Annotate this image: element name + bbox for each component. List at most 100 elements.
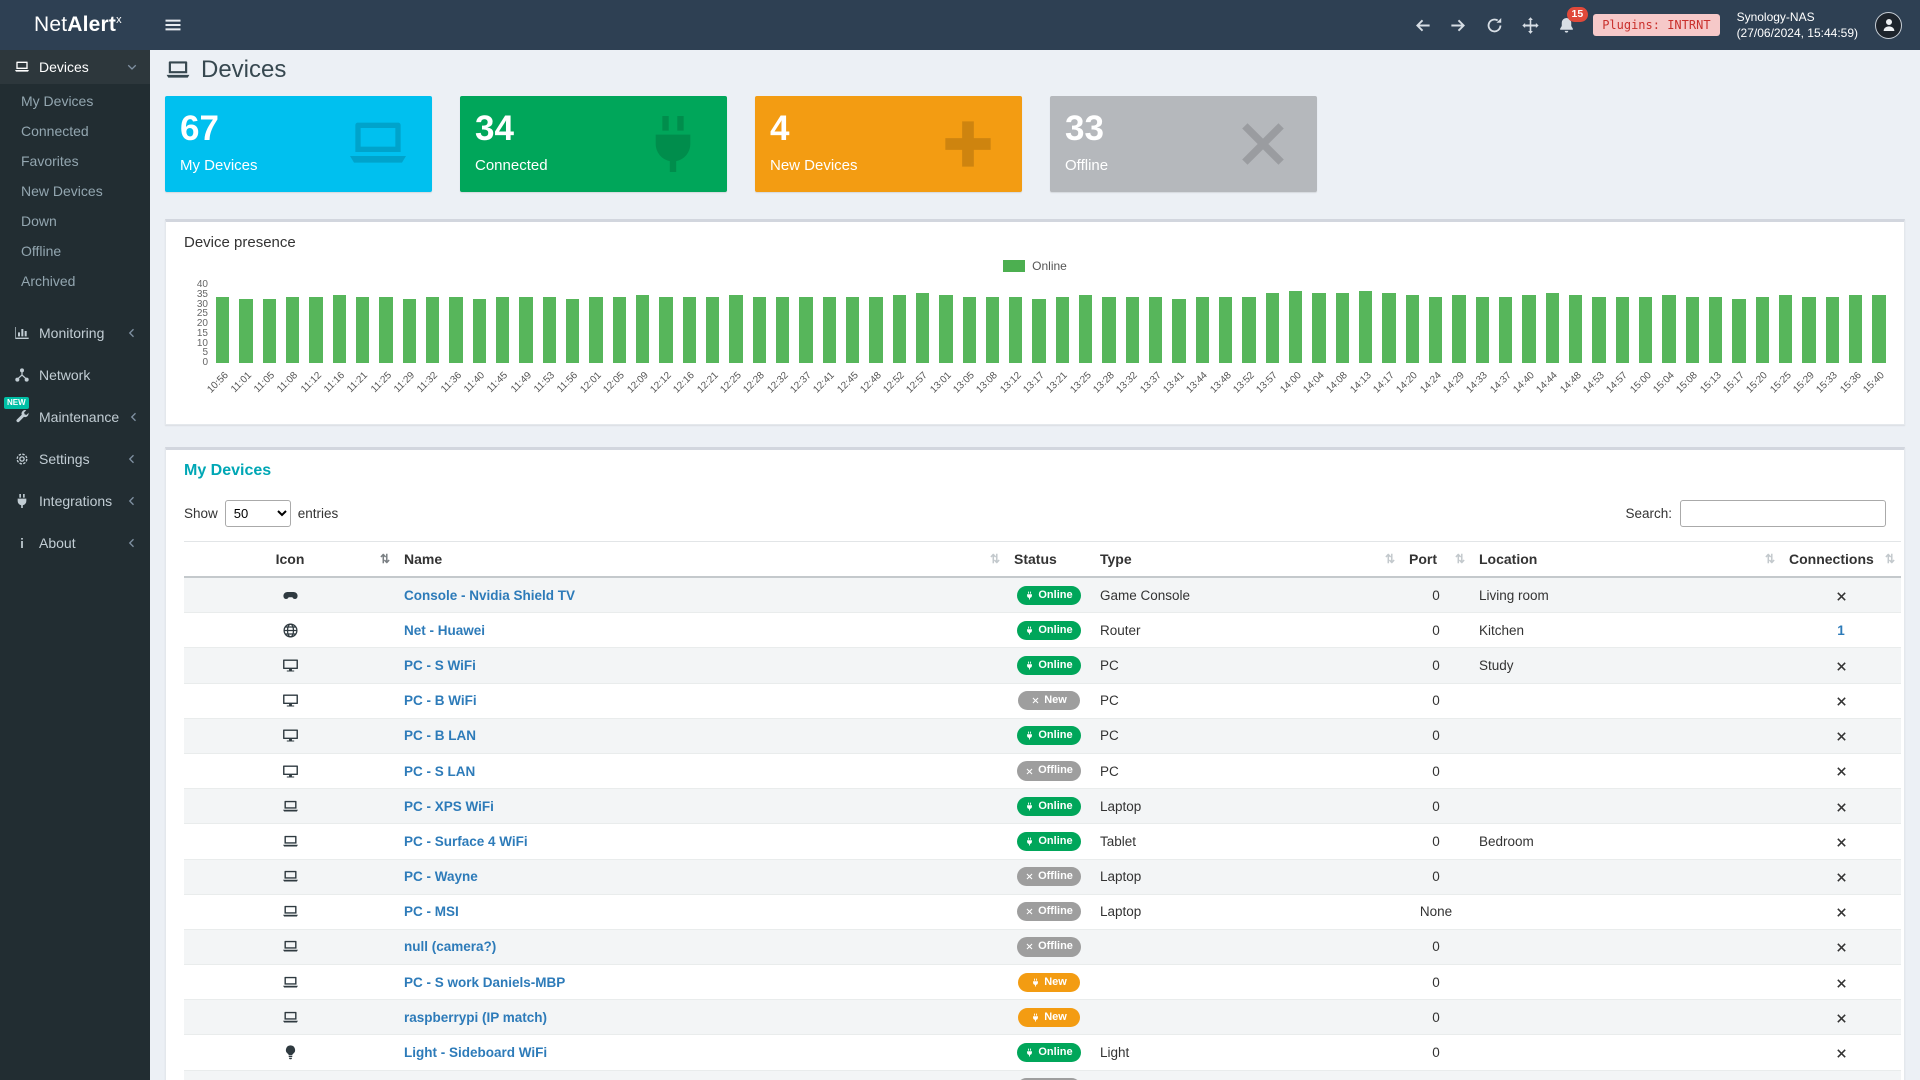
forward-arrow-icon[interactable] bbox=[1449, 16, 1468, 35]
x-icon[interactable] bbox=[1835, 836, 1848, 849]
chart-bar bbox=[449, 296, 463, 363]
column-header-name[interactable]: Name ⇅ bbox=[396, 541, 1006, 578]
column-header-type[interactable]: Type ⇅ bbox=[1092, 541, 1401, 578]
x-icon[interactable] bbox=[1835, 730, 1848, 743]
x-icon[interactable] bbox=[1835, 660, 1848, 673]
x-icon[interactable] bbox=[1835, 801, 1848, 814]
notifications-button[interactable]: 15 bbox=[1557, 6, 1589, 35]
x-icon[interactable] bbox=[1835, 977, 1848, 990]
sidebar-item-maintenance[interactable]: NEW Maintenance bbox=[0, 396, 150, 438]
back-arrow-icon[interactable] bbox=[1413, 16, 1432, 35]
plugins-status-badge[interactable]: Plugins: INTRNT bbox=[1593, 14, 1720, 36]
device-name-link[interactable]: PC - B WiFi bbox=[404, 693, 477, 709]
device-name-link[interactable]: PC - S LAN bbox=[404, 763, 476, 779]
column-header-location[interactable]: Location ⇅ bbox=[1471, 541, 1781, 578]
chart-x-tick: 14:13 bbox=[1348, 370, 1374, 396]
sidebar-item-devices[interactable]: Devices bbox=[0, 50, 150, 84]
device-icon-cell bbox=[184, 576, 396, 613]
plug-icon bbox=[1031, 978, 1040, 987]
device-name-cell: PC - S LAN bbox=[396, 752, 1006, 789]
avatar[interactable] bbox=[1875, 11, 1902, 39]
x-icon[interactable] bbox=[1835, 906, 1848, 919]
device-name-cell: PC - S work Daniels-MBP bbox=[396, 964, 1006, 1000]
x-icon[interactable] bbox=[1835, 590, 1848, 603]
device-name-link[interactable]: PC - XPS WiFi bbox=[404, 798, 494, 814]
chart-bar bbox=[495, 296, 510, 363]
sidebar-item-settings[interactable]: Settings bbox=[0, 438, 150, 480]
sort-icon[interactable]: ⇅ bbox=[1884, 552, 1895, 566]
sort-icon[interactable]: ⇅ bbox=[1384, 552, 1395, 566]
status-badge: Offline bbox=[1017, 867, 1081, 887]
gear-icon bbox=[14, 451, 30, 467]
sidebar-item-favorites[interactable]: Favorites bbox=[21, 153, 79, 169]
sidebar-item-my-devices[interactable]: My Devices bbox=[21, 93, 94, 109]
sidebar-item-integrations[interactable]: Integrations bbox=[0, 480, 150, 522]
chart-x-tick: 14:04 bbox=[1301, 370, 1327, 396]
device-connections-cell bbox=[1781, 823, 1901, 859]
refresh-icon[interactable] bbox=[1485, 16, 1504, 35]
device-name-link[interactable]: Light - Sideboard WiFi bbox=[404, 1045, 548, 1061]
device-name-link[interactable]: Net - Huawei bbox=[404, 622, 486, 638]
device-name-link[interactable]: PC - Wayne bbox=[404, 869, 478, 885]
chart-x-tick: 13:52 bbox=[1231, 370, 1257, 396]
sort-icon[interactable]: ⇅ bbox=[1454, 552, 1465, 566]
sidebar-item-archived[interactable]: Archived bbox=[21, 273, 76, 289]
column-header-status[interactable]: Status bbox=[1006, 541, 1092, 578]
sidebar-item-new-devices[interactable]: New Devices bbox=[21, 183, 103, 199]
sidebar-item-offline[interactable]: Offline bbox=[21, 243, 62, 259]
stat-my-devices[interactable]: 67 My Devices bbox=[165, 96, 432, 192]
device-name-link[interactable]: PC - B LAN bbox=[404, 728, 476, 744]
chart-x-tick: 12:41 bbox=[811, 370, 837, 396]
device-port-cell: None bbox=[1401, 893, 1471, 930]
x-icon[interactable] bbox=[1835, 1047, 1848, 1060]
search-label: Search: bbox=[1625, 506, 1672, 521]
sort-icon[interactable]: ⇅ bbox=[379, 552, 390, 566]
menu-toggle-icon[interactable] bbox=[163, 15, 183, 35]
chart-x-tick: 12:28 bbox=[741, 370, 767, 396]
x-icon[interactable] bbox=[1835, 695, 1848, 708]
connections-count-link[interactable]: 1 bbox=[1837, 622, 1845, 638]
column-header-connections[interactable]: Connections ⇅ bbox=[1781, 541, 1901, 578]
move-arrows-icon[interactable] bbox=[1521, 16, 1540, 35]
device-location-cell: Kitchen bbox=[1471, 612, 1781, 648]
device-name-link[interactable]: raspberrypi (IP match) bbox=[404, 1009, 548, 1025]
device-port-cell: 0 bbox=[1401, 858, 1471, 895]
device-name-link[interactable]: PC - S work Daniels-MBP bbox=[404, 974, 566, 990]
stat-offline[interactable]: 33 Offline bbox=[1050, 96, 1317, 192]
x-icon[interactable] bbox=[1835, 871, 1848, 884]
sidebar-item-monitoring[interactable]: Monitoring bbox=[0, 312, 150, 354]
device-name-link[interactable]: PC - MSI bbox=[404, 904, 459, 920]
device-name-link[interactable]: Console - Nvidia Shield TV bbox=[404, 587, 576, 603]
app-logo[interactable]: NetAlertx bbox=[0, 13, 150, 37]
device-name-link[interactable]: PC - Surface 4 WiFi bbox=[404, 833, 528, 849]
sidebar-item-about[interactable]: About bbox=[0, 522, 150, 564]
laptop-icon bbox=[282, 938, 299, 955]
sort-icon[interactable]: ⇅ bbox=[989, 552, 1000, 566]
chart-bar bbox=[1219, 296, 1233, 363]
sidebar-item-connected[interactable]: Connected bbox=[21, 123, 89, 139]
search-input[interactable] bbox=[1680, 500, 1886, 527]
device-status-cell: Offline bbox=[1006, 928, 1092, 965]
table-row: null (camera?) Offline 0 bbox=[184, 928, 1901, 965]
chart-x-tick: 15:40 bbox=[1861, 370, 1887, 396]
sort-icon[interactable]: ⇅ bbox=[1764, 552, 1775, 566]
sidebar-item-label: Network bbox=[39, 367, 91, 383]
page-size-select[interactable]: 50 bbox=[224, 500, 291, 527]
device-icon-cell bbox=[184, 1069, 396, 1080]
x-icon[interactable] bbox=[1835, 765, 1848, 778]
chart-bar bbox=[1195, 296, 1210, 363]
stat-new-devices[interactable]: 4 New Devices bbox=[755, 96, 1022, 192]
stat-connected[interactable]: 34 Connected bbox=[460, 96, 727, 192]
x-icon[interactable] bbox=[1835, 1012, 1848, 1025]
sidebar-item-down[interactable]: Down bbox=[21, 213, 57, 229]
chart-bar bbox=[239, 298, 253, 363]
device-name-link[interactable]: null (camera?) bbox=[404, 939, 497, 955]
chart-x-tick: 13:21 bbox=[1044, 370, 1071, 396]
column-header-port[interactable]: Port ⇅ bbox=[1401, 541, 1471, 578]
sidebar-item-network[interactable]: Network bbox=[0, 354, 150, 396]
x-icon[interactable] bbox=[1835, 941, 1848, 954]
device-icon-cell bbox=[184, 647, 396, 684]
column-header-icon[interactable]: Icon ⇅ bbox=[184, 541, 396, 578]
chart-x-tick: 13:57 bbox=[1254, 370, 1281, 396]
device-name-link[interactable]: PC - S WiFi bbox=[404, 657, 476, 673]
